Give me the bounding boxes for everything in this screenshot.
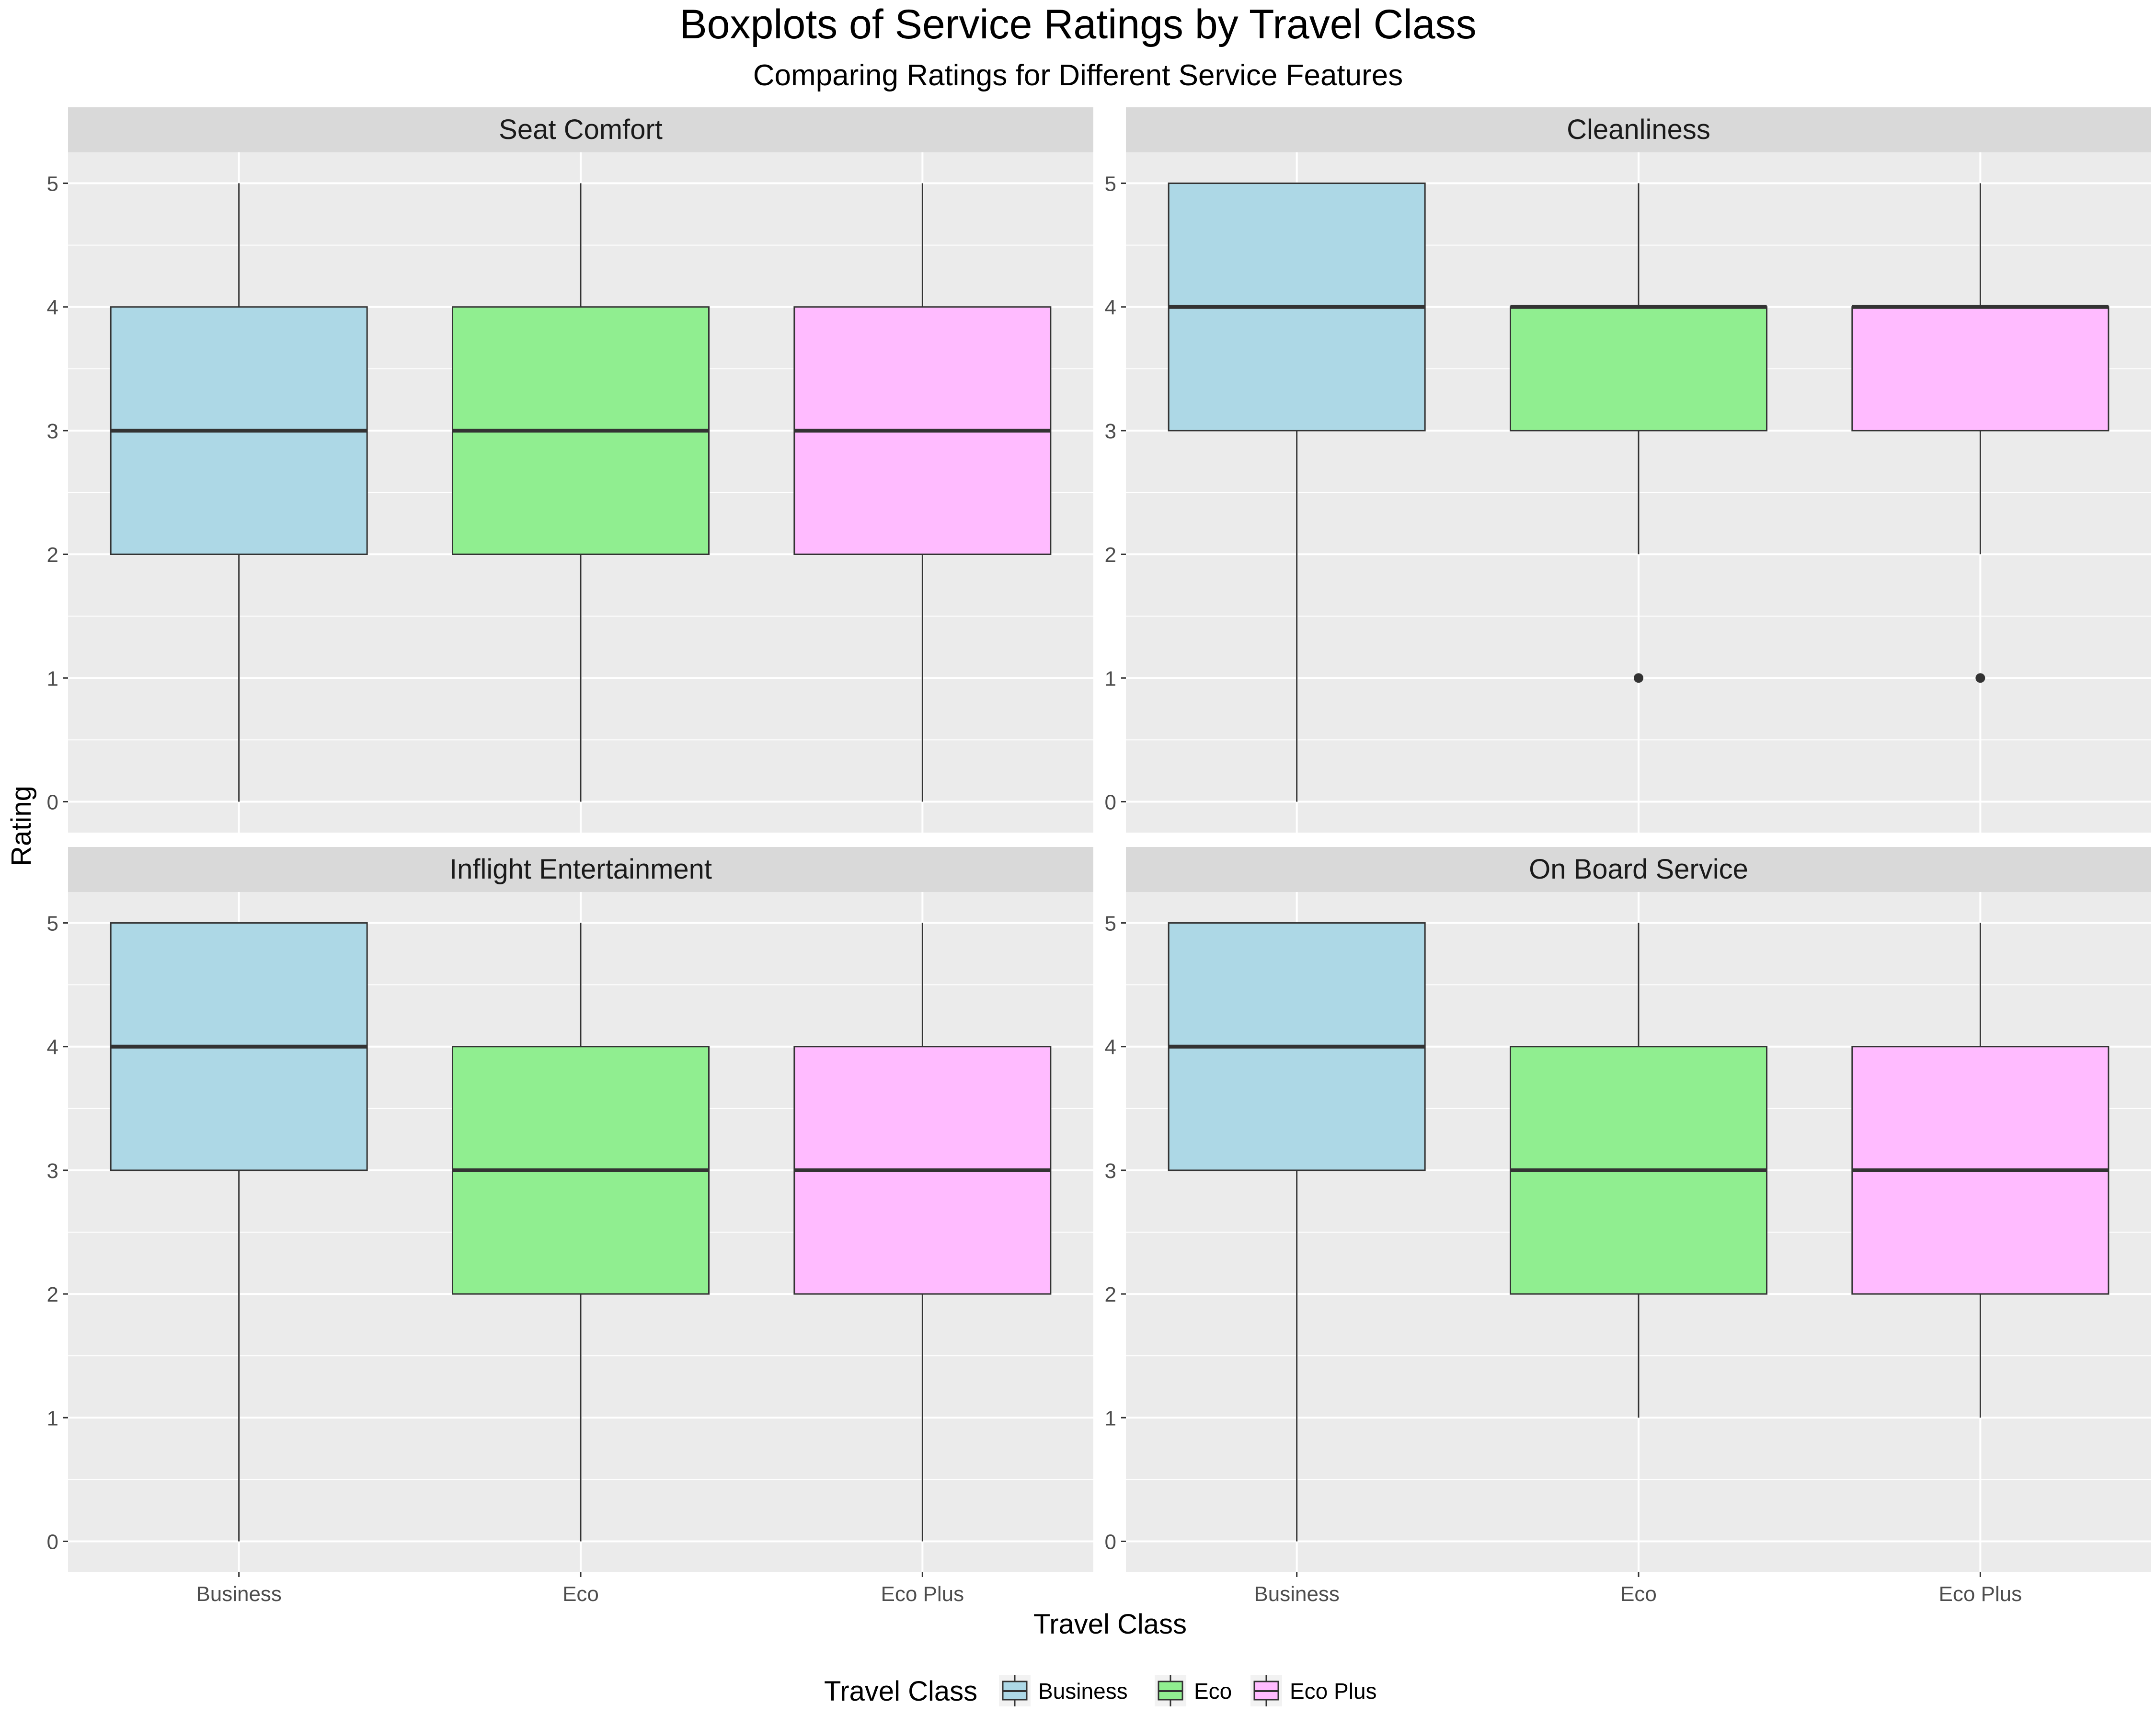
- legend-label: Business: [1038, 1679, 1128, 1704]
- y-tick-label: 4: [47, 296, 58, 320]
- chart-title: Boxplots of Service Ratings by Travel Cl…: [679, 1, 1476, 47]
- chart-subtitle: Comparing Ratings for Different Service …: [753, 59, 1403, 92]
- y-tick-label: 2: [1105, 543, 1116, 567]
- boxplot-eco: [1510, 183, 1767, 683]
- legend-item-business: Business: [999, 1675, 1128, 1706]
- y-tick-label: 4: [1105, 296, 1116, 320]
- facet-panels: Seat Comfort012345Cleanliness012345Infli…: [47, 107, 2151, 1606]
- outlier-point: [1975, 673, 1985, 683]
- facet-title: Inflight Entertainment: [449, 854, 712, 885]
- x-tick-label: Eco: [1620, 1582, 1657, 1606]
- y-tick-label: 5: [47, 912, 58, 936]
- facet-title: On Board Service: [1529, 854, 1748, 885]
- legend-title: Travel Class: [824, 1676, 977, 1707]
- y-tick-label: 0: [1105, 1530, 1116, 1554]
- y-tick-label: 1: [1105, 667, 1116, 690]
- box-iqr: [1851, 306, 2110, 432]
- facet-strip: [68, 107, 1093, 152]
- y-tick-label: 0: [47, 1530, 58, 1554]
- y-tick-label: 5: [1105, 172, 1116, 196]
- boxplot-eco-plus: [1851, 183, 2110, 683]
- y-tick-label: 0: [47, 790, 58, 814]
- y-tick-label: 1: [47, 1407, 58, 1430]
- legend-item-eco-plus: Eco Plus: [1250, 1675, 1377, 1706]
- y-tick-label: 2: [47, 543, 58, 567]
- y-tick-label: 3: [47, 1159, 58, 1183]
- y-tick-label: 2: [1105, 1283, 1116, 1306]
- boxplot-eco-plus: [1851, 923, 2110, 1418]
- y-tick-label: 1: [47, 667, 58, 690]
- y-axis-label: Rating: [6, 786, 37, 866]
- boxplot-eco-plus: [793, 923, 1052, 1542]
- x-tick-label: Eco Plus: [881, 1582, 964, 1606]
- facet-panel: Seat Comfort 0 1 2 3 4 5: [47, 107, 1093, 833]
- x-tick-label: Business: [1254, 1582, 1340, 1606]
- y-tick-label: 4: [47, 1036, 58, 1059]
- y-tick-label: 3: [1105, 420, 1116, 443]
- facet-title: Cleanliness: [1567, 114, 1710, 145]
- x-tick-label: Eco Plus: [1939, 1582, 2022, 1606]
- facet-panel: Cleanliness 0 1 2 3 4 5: [1105, 107, 2151, 833]
- facet-title: Seat Comfort: [499, 114, 663, 145]
- y-tick-label: 1: [1105, 1407, 1116, 1430]
- boxplot-business: [110, 922, 368, 1542]
- boxplot-business: [1168, 183, 1426, 802]
- box-iqr: [1510, 306, 1767, 432]
- facet-strip: [1126, 847, 2151, 892]
- boxplot-eco: [452, 923, 710, 1542]
- boxplot-business: [110, 183, 368, 802]
- y-tick-label: 0: [1105, 790, 1116, 814]
- outlier-point: [1634, 673, 1643, 683]
- x-axis-label: Travel Class: [1033, 1609, 1187, 1640]
- boxplot-eco-plus: [793, 183, 1052, 802]
- y-tick-label: 4: [1105, 1036, 1116, 1059]
- boxplot-eco: [452, 183, 710, 802]
- legend-label: Eco: [1194, 1679, 1232, 1704]
- legend-label: Eco Plus: [1290, 1679, 1377, 1704]
- y-tick-label: 3: [1105, 1159, 1116, 1183]
- y-tick-label: 2: [47, 1283, 58, 1306]
- legend-item-eco: Eco: [1155, 1675, 1232, 1706]
- y-tick-label: 3: [47, 420, 58, 443]
- y-tick-label: 5: [47, 172, 58, 196]
- facet-strip: [68, 847, 1093, 892]
- facet-strip: [1126, 107, 2151, 152]
- facet-panel: On Board Service 0 1 2 3 4 5 Business Eco Eco Plu…: [1105, 847, 2151, 1606]
- y-tick-label: 5: [1105, 912, 1116, 936]
- boxplot-business: [1168, 922, 1426, 1542]
- facet-panel: Inflight Entertainment 0 1 2 3 4 5 Business Eco E…: [47, 847, 1093, 1606]
- x-tick-label: Business: [196, 1582, 282, 1606]
- legend: Travel Class Business Eco Eco Plus: [824, 1675, 1377, 1707]
- x-tick-label: Eco: [562, 1582, 599, 1606]
- boxplot-eco: [1510, 923, 1767, 1418]
